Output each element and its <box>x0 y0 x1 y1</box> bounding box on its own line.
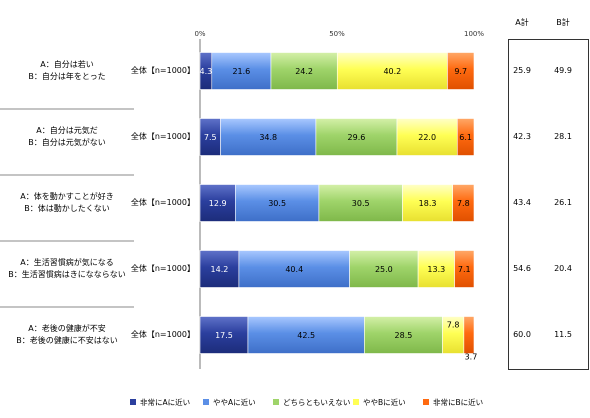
statement-b-label: B：自分は年をとった <box>28 71 105 81</box>
statement-row: A：老後の健康が不安 B：老後の健康に不安はない 全体【n=1000】 17.5 42.… <box>0 306 572 362</box>
statement-b-label: B：自分は元気がない <box>28 137 106 147</box>
bar-segment <box>454 250 475 288</box>
legend-swatch <box>423 399 429 405</box>
bar-segment <box>396 118 458 156</box>
sample-label: 全体【n=1000】 <box>131 131 195 141</box>
statement-row: A：自分は若い B：自分は年をとった 全体【n=1000】 4.3 21.6 24.2 40… <box>28 52 572 90</box>
segment-value-label: 40.4 <box>285 265 303 274</box>
bar-segment <box>463 316 475 354</box>
segment-value-label: 7.5 <box>204 133 217 142</box>
legend-item: 非常にAに近い <box>130 397 190 407</box>
segment-value-label: 21.6 <box>232 67 250 76</box>
sample-label: 全体【n=1000】 <box>131 65 195 75</box>
statement-a-label: A：自分は若い <box>40 59 93 69</box>
bar-segment <box>456 118 475 156</box>
bar-segment <box>238 250 350 288</box>
legend-label: ややBに近い <box>363 397 406 407</box>
b-total-value: 11.5 <box>554 330 572 339</box>
sample-label: 全体【n=1000】 <box>131 263 195 273</box>
a-total-value: 60.0 <box>513 330 531 339</box>
bar-segment <box>417 250 455 288</box>
segment-value-label: 29.6 <box>348 133 366 142</box>
statement-b-label: B：老後の健康に不安はない <box>16 335 118 345</box>
a-total-value: 42.3 <box>513 132 531 141</box>
segment-value-label: 14.2 <box>211 265 229 274</box>
statement-a-label: A：体を動かすことが好き <box>20 191 113 201</box>
axis-tick-label: 0% <box>194 30 205 38</box>
segment-value-label: 13.3 <box>427 265 445 274</box>
segment-value-label: 12.9 <box>209 199 227 208</box>
statement-a-label: A：老後の健康が不安 <box>28 323 105 333</box>
segment-value-label: 30.5 <box>352 199 370 208</box>
bar-segment <box>349 250 419 288</box>
sample-label: 全体【n=1000】 <box>131 329 195 339</box>
b-total-header: B計 <box>556 17 570 27</box>
a-total-value: 43.4 <box>513 198 531 207</box>
statement-row: A：体を動かすことが好き B：体は動かしたくない 全体【n=1000】 12.9 30.… <box>0 174 572 222</box>
segment-value-label: 7.1 <box>458 265 471 274</box>
a-total-value: 25.9 <box>513 66 531 75</box>
segment-value-label: 40.2 <box>383 67 401 76</box>
segment-value-label: 42.5 <box>297 331 315 340</box>
statement-a-label: A：自分は元気だ <box>36 125 97 135</box>
legend-swatch <box>353 399 359 405</box>
bar-segment <box>336 52 448 90</box>
bar-segment <box>199 250 240 288</box>
segment-value-label: 22.0 <box>418 133 436 142</box>
b-total-value: 28.1 <box>554 132 572 141</box>
statement-row: A：自分は元気だ B：自分は元気がない 全体【n=1000】 7.5 34.8 29.6 2… <box>0 108 572 156</box>
bar-segment <box>247 316 365 354</box>
legend-item: ややAに近い <box>203 397 256 407</box>
legend-label: どちらともいえない <box>283 398 350 407</box>
segment-value-label: 30.5 <box>268 199 286 208</box>
legend-label: 非常にBに近い <box>433 397 483 407</box>
segment-value-label: 28.5 <box>395 331 413 340</box>
b-total-value: 49.9 <box>554 66 572 75</box>
legend-item: どちらともいえない <box>273 398 350 407</box>
bar-segment <box>270 52 338 90</box>
axis-tick-label: 50% <box>329 30 345 38</box>
bar-segment <box>315 118 398 156</box>
legend-swatch <box>273 399 279 405</box>
sample-label: 全体【n=1000】 <box>131 197 195 207</box>
legend-item: 非常にBに近い <box>423 397 483 407</box>
statement-b-label: B：体は動かしたくない <box>24 203 110 213</box>
bar-segment <box>402 184 453 222</box>
legend-swatch <box>130 399 136 405</box>
segment-value-label: 34.8 <box>259 133 277 142</box>
bar-segment <box>199 316 249 354</box>
statement-a-label: A：生活習慣病が気になる <box>20 257 113 267</box>
legend-label: ややAに近い <box>213 397 256 407</box>
segment-value-label: 7.8 <box>457 199 470 208</box>
statement-b-label: B：生活習慣病はきになならない <box>8 269 126 279</box>
segment-value-label: 3.7 <box>465 353 478 362</box>
segment-value-label: 17.5 <box>215 331 233 340</box>
bar-segment <box>235 184 320 222</box>
axis-tick-label: 100% <box>464 30 484 38</box>
legend-swatch <box>203 399 209 405</box>
bar-segment <box>447 52 475 90</box>
b-total-value: 26.1 <box>554 198 572 207</box>
legend-item: ややBに近い <box>353 397 406 407</box>
segment-value-label: 9.7 <box>454 67 467 76</box>
segment-value-label: 24.2 <box>295 67 313 76</box>
bar-segment <box>211 52 272 90</box>
legend-label: 非常にAに近い <box>140 397 190 407</box>
segment-value-label: 18.3 <box>419 199 437 208</box>
summary-box <box>508 39 589 370</box>
segment-value-label: 6.1 <box>459 133 472 142</box>
a-total-header: A計 <box>515 17 528 27</box>
segment-value-label: 7.8 <box>447 321 460 330</box>
a-total-value: 54.6 <box>513 264 531 273</box>
segment-value-label: 4.3 <box>200 67 213 76</box>
bar-segment <box>318 184 403 222</box>
segment-value-label: 25.0 <box>375 265 393 274</box>
bar-segment <box>452 184 475 222</box>
b-total-value: 20.4 <box>554 264 572 273</box>
bar-segment <box>364 316 443 354</box>
